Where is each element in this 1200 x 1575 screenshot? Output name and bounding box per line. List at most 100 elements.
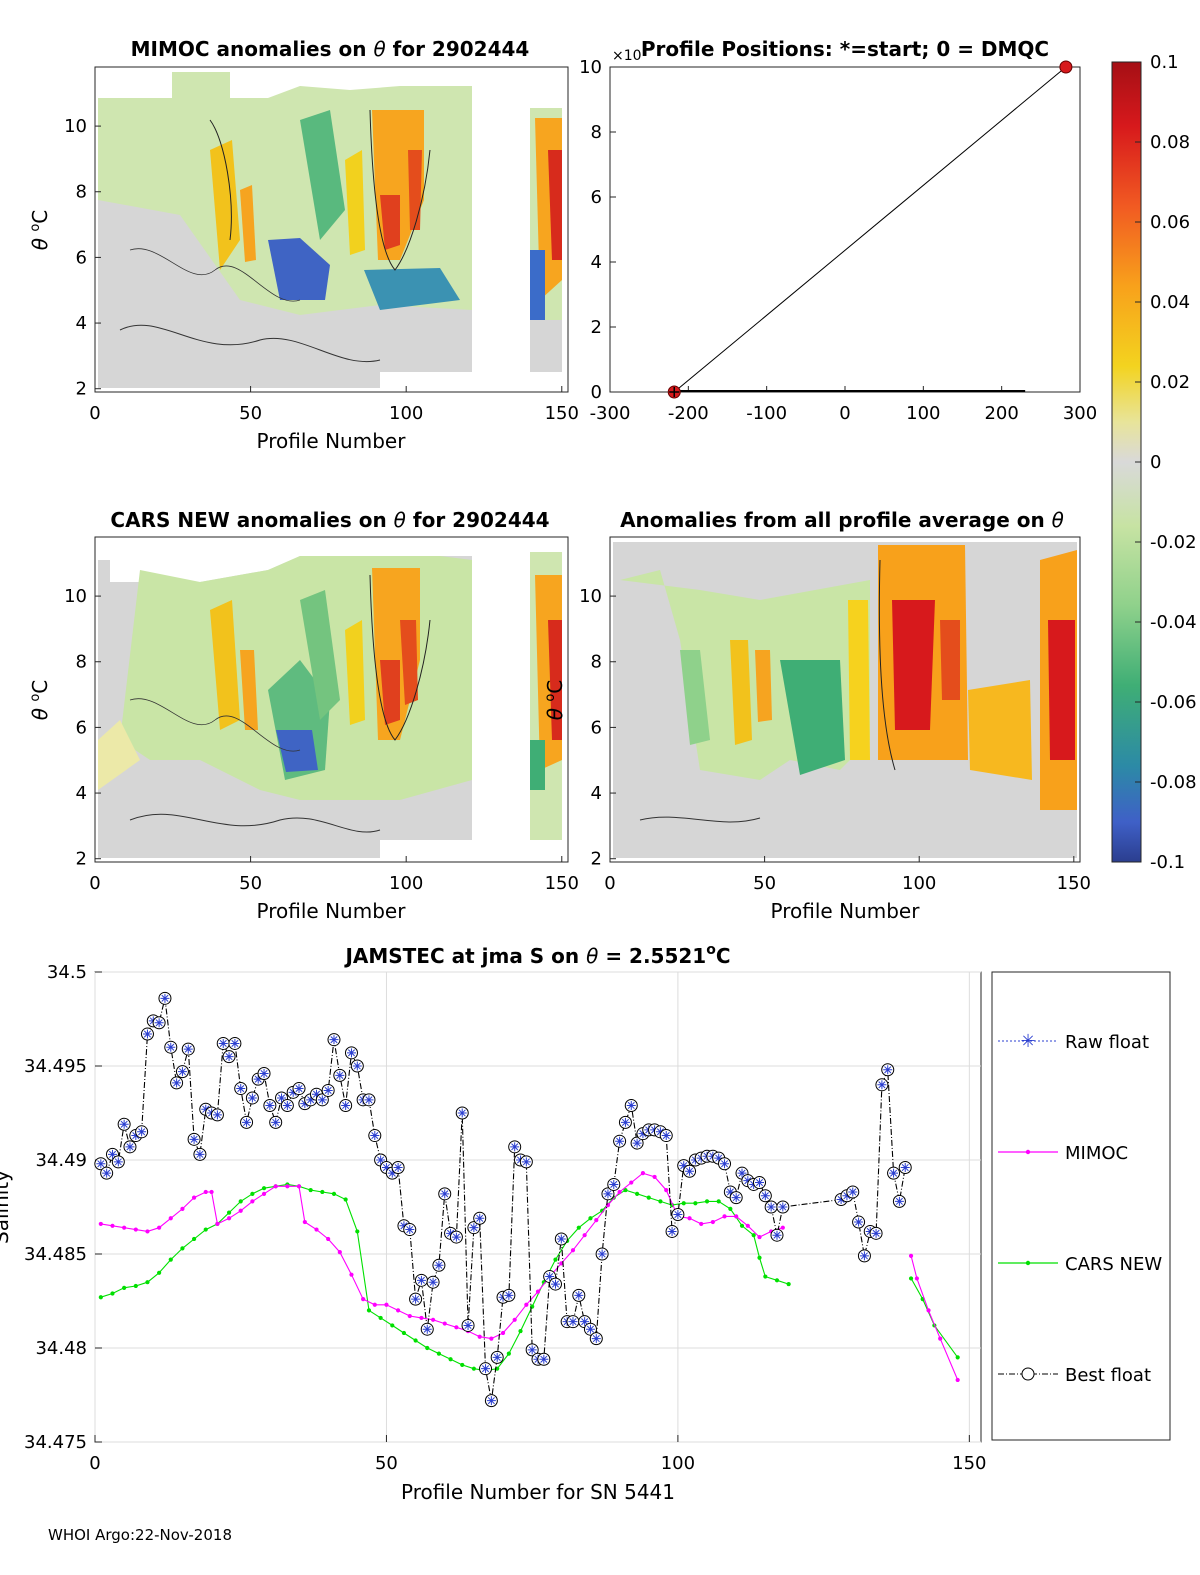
allavg-title: Anomalies from all profile average on θ — [620, 508, 1064, 532]
allavg-panel: 0 50 100 150 2 4 6 8 10 Anomalies from all prof… — [543, 508, 1091, 923]
data-point — [420, 1322, 434, 1336]
data-point — [175, 1065, 189, 1079]
data-point — [506, 1351, 511, 1356]
data-point — [180, 1206, 185, 1211]
data-point — [436, 1351, 442, 1356]
x-tick-label: 50 — [753, 873, 776, 894]
data-point — [314, 1227, 319, 1232]
data-point — [438, 1187, 452, 1201]
data-point — [553, 1257, 558, 1262]
data-point — [238, 1199, 243, 1204]
data-point — [589, 1332, 603, 1346]
data-point — [548, 1277, 562, 1291]
data-point — [122, 1285, 127, 1290]
allavg-y-ticks: 2 4 6 8 10 — [579, 586, 616, 870]
data-point — [757, 1255, 762, 1260]
data-point — [502, 1288, 516, 1302]
colorbar-tick-label: -0.04 — [1150, 612, 1197, 633]
data-point — [145, 1229, 150, 1234]
cars-xlabel: Profile Number — [257, 899, 407, 923]
data-point — [216, 1036, 230, 1050]
y-tick-label: 10 — [64, 586, 87, 607]
y-tick-label: 10 — [579, 57, 602, 78]
data-point — [407, 1313, 412, 1319]
y-tick-label: 2 — [591, 317, 602, 338]
data-point — [98, 1295, 103, 1300]
data-point — [764, 1200, 778, 1214]
colorbar-tick-label: 0.06 — [1150, 212, 1190, 233]
colorbar-tick-label: 0.02 — [1150, 372, 1190, 393]
legend-mimoc: MIMOC — [998, 1143, 1128, 1164]
salinity-series — [94, 991, 960, 1408]
svg-text:MIMOC: MIMOC — [1065, 1143, 1128, 1164]
data-point — [372, 1302, 377, 1307]
data-point — [110, 1291, 115, 1296]
data-point — [659, 1129, 673, 1143]
data-point — [331, 1191, 337, 1196]
track-line — [673, 66, 1067, 393]
data-point — [240, 1115, 254, 1129]
data-point — [426, 1275, 440, 1289]
data-point — [280, 1098, 294, 1112]
data-point — [409, 1292, 423, 1306]
data-point — [111, 1155, 125, 1169]
data-point — [140, 1027, 154, 1041]
data-point — [869, 1226, 883, 1240]
x-tick-label: 0 — [839, 403, 850, 424]
data-point — [296, 1184, 302, 1189]
data-point — [955, 1377, 960, 1383]
data-point — [484, 1394, 498, 1408]
data-point — [601, 1187, 615, 1201]
data-point — [757, 1234, 762, 1240]
data-point — [390, 1323, 395, 1328]
salinity-panel: 0 50 100 150 34.47534.4834.48534.4934.49534… — [0, 942, 987, 1504]
data-point — [226, 1216, 232, 1221]
data-point — [770, 1228, 784, 1242]
y-tick-label: 34.49 — [35, 1150, 87, 1171]
data-point — [133, 1283, 138, 1289]
data-point — [123, 1140, 137, 1154]
salinity-ylabel: Salinity — [0, 1170, 13, 1244]
data-point — [908, 1253, 914, 1258]
data-point — [157, 1270, 162, 1275]
y-tick-label: 34.475 — [24, 1432, 87, 1453]
data-point — [734, 1214, 739, 1219]
data-point — [722, 1214, 727, 1219]
x-tick-label: 0 — [89, 403, 100, 424]
data-point — [250, 1191, 255, 1196]
colorbar-ticks: 0.1 0.08 0.06 0.04 0.02 0 -0.02 -0.04 -0.06 -0.08… — [1135, 52, 1197, 873]
asterisk-icon: ✳ — [1020, 1031, 1035, 1052]
y-tick-label: 6 — [76, 247, 87, 268]
data-point — [145, 1280, 150, 1285]
data-point — [617, 1189, 622, 1195]
data-point — [554, 1232, 568, 1246]
data-point — [414, 1273, 428, 1287]
y-tick-label: 10 — [64, 116, 87, 137]
data-point — [683, 1164, 697, 1178]
data-point — [419, 1315, 424, 1321]
data-point — [344, 1046, 358, 1060]
data-point — [261, 1186, 267, 1191]
data-point — [665, 1224, 679, 1238]
data-point — [588, 1216, 593, 1221]
data-point — [467, 1221, 481, 1235]
data-point — [368, 1129, 382, 1143]
y-tick-label: 4 — [76, 313, 87, 334]
data-point — [537, 1352, 551, 1366]
data-point — [687, 1216, 692, 1221]
data-point — [432, 1258, 446, 1272]
data-point — [751, 1233, 756, 1238]
legend-raw-float: ✳ Raw float — [998, 1031, 1149, 1053]
data-point — [292, 1082, 306, 1096]
x-tick-label: -300 — [590, 403, 631, 424]
data-point — [308, 1187, 313, 1193]
data-point — [228, 1036, 242, 1050]
mimoc-ylabel: θ oC — [28, 210, 52, 251]
allavg-ylabel: θ oC — [543, 680, 567, 721]
x-tick-label: 100 — [389, 873, 423, 894]
colorbar-tick-label: 0.04 — [1150, 292, 1190, 313]
data-point — [261, 1191, 267, 1196]
data-point — [699, 1221, 704, 1227]
y-tick-label: 2 — [76, 379, 87, 400]
